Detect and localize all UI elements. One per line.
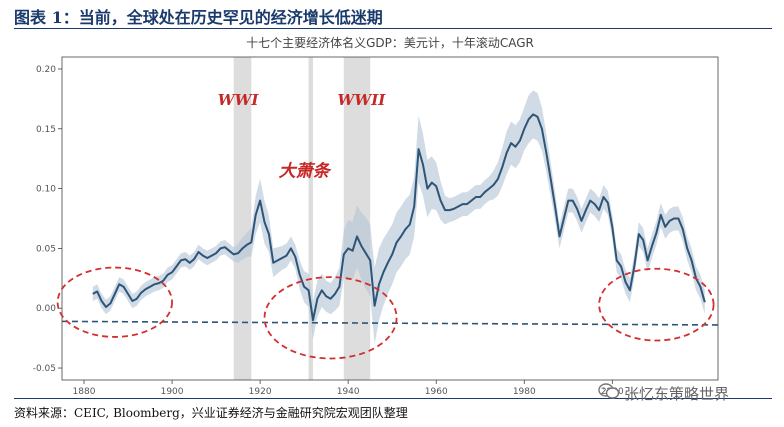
plot-frame [61,56,719,381]
x-tick-label: 1880 [73,387,96,397]
shaded-period [233,57,252,380]
highlight-ellipse [598,267,715,342]
y-tick-label: 0.15 [36,125,56,135]
x-tick-label: 1900 [161,387,184,397]
highlight-ellipse [56,266,173,338]
x-tick-label: 1940 [337,387,360,397]
highlight-ellipse [263,276,398,360]
annotation-label: 大萧条 [279,162,332,182]
series-line-cagr [92,113,706,322]
y-tick-label: 0.10 [36,185,56,195]
annotations: WWI WWII 大萧条 [218,91,386,182]
wechat-icon [598,382,620,404]
x-tick-label: 1920 [249,387,272,397]
source-rule [14,398,772,399]
series-lines [61,113,719,326]
plot-border [61,56,719,381]
watermark-text: 张忆东策略世界 [624,384,730,403]
source-note: 资料来源：CEIC, Bloomberg，兴业证券经济与金融研究院宏观团队整理 [14,406,408,420]
annotation-label: WWI [218,91,260,109]
shaded-period [308,57,313,380]
confidence-band [92,90,705,345]
title-rule [14,28,772,29]
y-tick-label: 0.05 [36,244,56,254]
confidence-band-area [92,90,705,345]
y-tick-label: 0.20 [36,65,56,75]
highlight-ellipses [56,266,715,360]
chart-title: 十七个主要经济体名义GDP：美元计，十年滚动CAGR [246,35,534,50]
x-tick-label: 1980 [513,387,536,397]
annotation-label: WWII [338,91,387,109]
watermark: 张忆东策略世界 [598,382,729,404]
figure-title: 图表 1：当前，全球处在历史罕见的经济增长低迷期 [14,8,383,27]
y-tick-label: 0.00 [36,304,56,314]
axis-ticks: 18801900192019401960198020000.200.150.10… [33,65,624,397]
y-tick-label: -0.05 [33,364,56,374]
x-tick-label: 1960 [425,387,448,397]
